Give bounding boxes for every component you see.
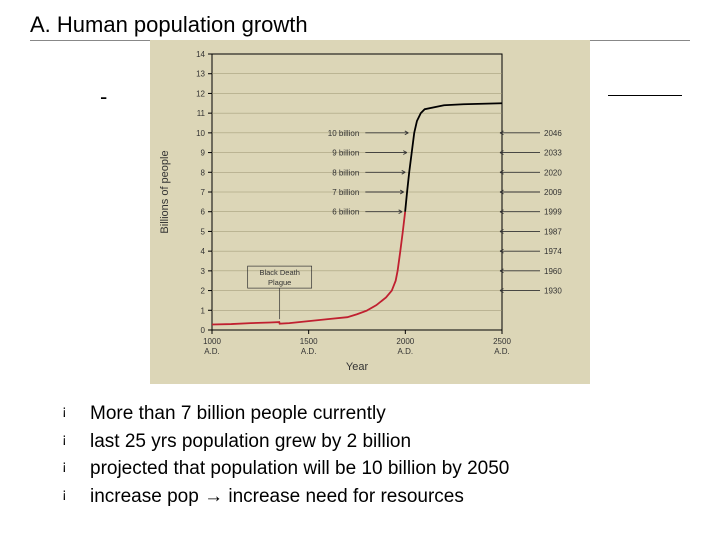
slide-title: A. Human population growth bbox=[30, 12, 690, 41]
svg-text:1987: 1987 bbox=[544, 227, 562, 236]
svg-text:2500: 2500 bbox=[493, 337, 511, 346]
svg-text:2: 2 bbox=[201, 287, 206, 296]
svg-text:Year: Year bbox=[346, 361, 369, 373]
svg-text:9: 9 bbox=[201, 149, 206, 158]
svg-text:A.D.: A.D. bbox=[494, 347, 510, 356]
svg-text:12: 12 bbox=[196, 89, 205, 98]
svg-text:1: 1 bbox=[201, 306, 206, 315]
svg-text:2033: 2033 bbox=[544, 149, 562, 158]
svg-text:4: 4 bbox=[201, 247, 206, 256]
svg-text:10: 10 bbox=[196, 129, 205, 138]
bullet-list: More than 7 billion people currentlylast… bbox=[62, 400, 690, 510]
svg-text:13: 13 bbox=[196, 70, 205, 79]
svg-text:Billions of people: Billions of people bbox=[159, 150, 171, 233]
bullet-item: projected that population will be 10 bil… bbox=[62, 455, 690, 483]
svg-text:0: 0 bbox=[201, 326, 206, 335]
bullet-item: More than 7 billion people currently bbox=[62, 400, 690, 428]
svg-text:7: 7 bbox=[201, 188, 206, 197]
svg-text:1930: 1930 bbox=[544, 287, 562, 296]
bullet-item: last 25 yrs population grew by 2 billion bbox=[62, 428, 690, 456]
svg-text:14: 14 bbox=[196, 50, 205, 59]
svg-text:6 billion: 6 billion bbox=[332, 208, 359, 217]
svg-text:1999: 1999 bbox=[544, 208, 562, 217]
svg-text:2020: 2020 bbox=[544, 168, 562, 177]
svg-text:Black Death: Black Death bbox=[259, 268, 299, 277]
svg-text:11: 11 bbox=[197, 109, 206, 118]
bullet-item: increase pop → increase need for resourc… bbox=[62, 483, 690, 511]
svg-text:A.D.: A.D. bbox=[398, 347, 414, 356]
svg-text:7 billion: 7 billion bbox=[332, 188, 359, 197]
svg-text:1974: 1974 bbox=[544, 247, 562, 256]
svg-text:5: 5 bbox=[201, 227, 206, 236]
population-chart: 012345678910111213141000A.D.1500A.D.2000… bbox=[150, 40, 590, 384]
svg-text:8: 8 bbox=[201, 168, 206, 177]
svg-text:2009: 2009 bbox=[544, 188, 562, 197]
svg-text:8 billion: 8 billion bbox=[332, 168, 359, 177]
svg-text:Plague: Plague bbox=[268, 278, 291, 287]
svg-text:A.D.: A.D. bbox=[204, 347, 220, 356]
svg-text:9 billion: 9 billion bbox=[332, 149, 359, 158]
svg-text:2046: 2046 bbox=[544, 129, 562, 138]
svg-text:1960: 1960 bbox=[544, 267, 562, 276]
dash-decoration: - bbox=[100, 84, 107, 110]
svg-text:2000: 2000 bbox=[396, 337, 414, 346]
svg-text:3: 3 bbox=[201, 267, 206, 276]
svg-text:6: 6 bbox=[201, 208, 206, 217]
svg-text:1000: 1000 bbox=[203, 337, 221, 346]
underline-decoration bbox=[608, 95, 682, 96]
svg-text:A.D.: A.D. bbox=[301, 347, 317, 356]
svg-text:1500: 1500 bbox=[300, 337, 318, 346]
svg-text:10 billion: 10 billion bbox=[328, 129, 360, 138]
